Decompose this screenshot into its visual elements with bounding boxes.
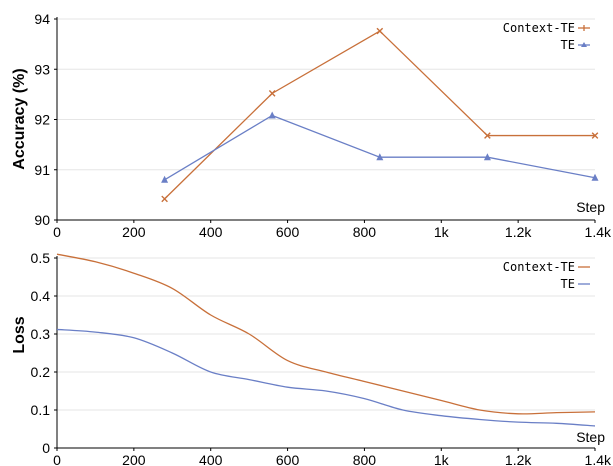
chart-1: 90 91 92 93 94 0 200 400 600 800 1k 1.2k 1.4k Accurac… — [11, 11, 612, 240]
legend-label: Context-TE — [503, 21, 575, 35]
x-tick-label: 1.2k — [505, 452, 532, 466]
data-point — [591, 173, 599, 181]
data-point — [161, 195, 168, 203]
x-axis-title: Step — [576, 429, 605, 445]
y-tick-label: 0.2 — [31, 364, 51, 380]
x-tick-label: 1.4k — [585, 224, 612, 240]
x-tick-label: 1.4k — [585, 452, 612, 466]
legend-label: TE — [561, 38, 575, 52]
data-point — [268, 90, 276, 97]
x-tick-label: 400 — [199, 224, 223, 240]
x-tick-label: 1k — [434, 224, 450, 240]
series-line-te — [56, 328, 596, 427]
data-point — [376, 153, 384, 161]
y-tick-label: 94 — [34, 11, 50, 27]
y-tick-label: 0.3 — [31, 326, 51, 342]
x-tick-label: 400 — [199, 452, 223, 466]
data-point — [376, 27, 384, 35]
x-tick-label: 200 — [122, 224, 146, 240]
x-tick-label: 800 — [353, 224, 377, 240]
data-point — [483, 153, 491, 161]
series-line-context-te — [164, 30, 595, 200]
series-line-context-te — [56, 253, 596, 415]
x-tick-label: 600 — [276, 452, 300, 466]
x-tick-label: 1k — [434, 452, 450, 466]
y-tick-label: 91 — [34, 162, 50, 178]
x-tick-label: 200 — [122, 452, 146, 466]
y-tick-label: 0 — [42, 440, 50, 456]
data-point — [591, 132, 599, 139]
legend-label: TE — [561, 277, 575, 291]
data-point — [484, 132, 491, 139]
legend-label: Context-TE — [503, 260, 575, 274]
x-tick-label: 0 — [53, 224, 61, 240]
y-axis-title: Accuracy (%) — [11, 68, 28, 169]
x-tick-label: 800 — [353, 452, 377, 466]
y-tick-label: 0.5 — [31, 250, 51, 266]
y-tick-label: 90 — [34, 212, 50, 228]
y-tick-label: 93 — [34, 61, 50, 77]
x-tick-label: 0 — [53, 452, 61, 466]
x-axis-title: Step — [576, 199, 605, 215]
y-tick-label: 0.1 — [31, 402, 51, 418]
y-tick-label: 0.4 — [31, 288, 51, 304]
data-point — [161, 175, 169, 183]
legend-marker — [581, 42, 587, 47]
x-tick-label: 600 — [276, 224, 300, 240]
data-point — [268, 111, 276, 119]
y-axis-title: Loss — [11, 316, 28, 353]
chart-2: 0 0.1 0.2 0.3 0.4 0.5 0 200 400 600 800 1k 1.2k 1.4k L… — [11, 250, 612, 466]
x-tick-label: 1.2k — [505, 224, 532, 240]
y-tick-label: 92 — [34, 112, 50, 128]
